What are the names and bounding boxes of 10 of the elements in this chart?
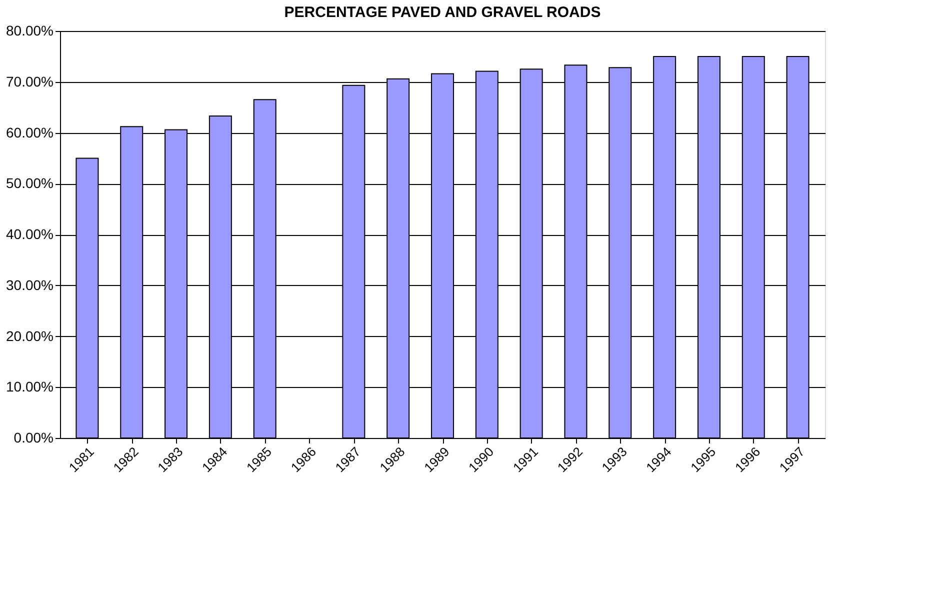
y-tick-label: 30.00% — [6, 276, 54, 293]
y-tick-label: 0.00% — [14, 430, 54, 446]
chart-title: PERCENTAGE PAVED AND GRAVEL ROADS — [284, 4, 601, 21]
y-tick-label: 80.00% — [6, 22, 54, 38]
y-tick-label: 60.00% — [6, 124, 54, 140]
y-tick-label: 50.00% — [6, 175, 54, 192]
y-tick-label: 20.00% — [6, 328, 54, 344]
y-tick-label: 40.00% — [6, 226, 54, 242]
y-tick-label: 10.00% — [6, 378, 54, 395]
y-tick-label: 70.00% — [6, 73, 54, 90]
